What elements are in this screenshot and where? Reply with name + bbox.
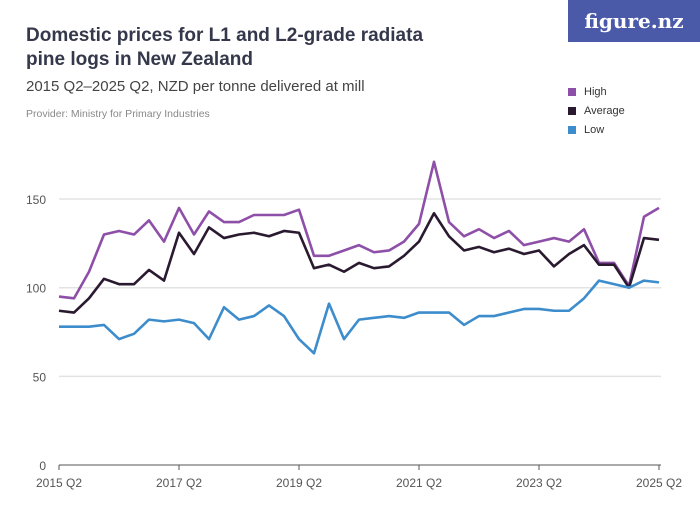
series-line-high bbox=[58, 160, 660, 300]
y-tick-label: 100 bbox=[26, 282, 46, 296]
legend-item-high: High bbox=[568, 82, 625, 101]
legend-item-average: Average bbox=[568, 101, 625, 120]
legend-item-low: Low bbox=[568, 120, 625, 139]
chart-title: Domestic prices for L1 and L2-grade radi… bbox=[26, 25, 424, 70]
provider: Provider: Ministry for Primary Industrie… bbox=[26, 108, 210, 120]
x-tick-label: 2023 Q2 bbox=[516, 476, 562, 490]
figure-nz-logo[interactable]: figure.nz bbox=[568, 0, 700, 42]
x-tick-label: 2021 Q2 bbox=[396, 476, 442, 490]
y-tick-label: 0 bbox=[39, 459, 46, 473]
y-tick-label: 150 bbox=[26, 193, 46, 207]
series-line-average bbox=[58, 211, 660, 314]
x-tick-label: 2017 Q2 bbox=[156, 476, 202, 490]
x-tick-label: 2015 Q2 bbox=[36, 476, 82, 490]
x-tick-label: 2025 Q2 bbox=[636, 476, 682, 490]
series-line-low bbox=[59, 279, 660, 355]
legend: High Average Low bbox=[568, 82, 625, 139]
x-tick-label: 2019 Q2 bbox=[276, 476, 322, 490]
y-tick-label: 50 bbox=[33, 370, 47, 384]
chart-subtitle: 2015 Q2–2025 Q2, NZD per tonne delivered… bbox=[26, 78, 365, 95]
